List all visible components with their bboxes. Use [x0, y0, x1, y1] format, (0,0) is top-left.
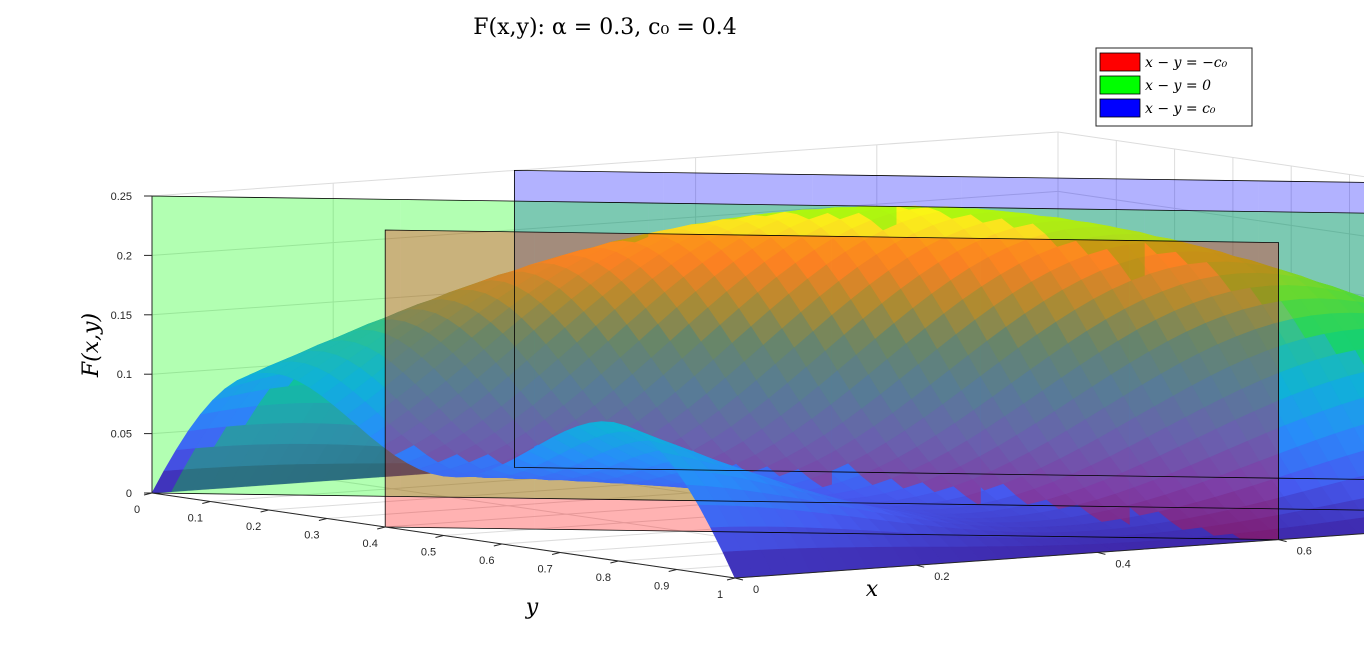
x-tick: [734, 577, 744, 581]
legend-swatch: [1099, 75, 1141, 95]
x-tick-label: 0: [753, 584, 759, 596]
axes-layer: 0 0.05 0.1 0.15 0.2 0.25 0 0.1 0.2 0.3 0.4 0.5 0.6 0.…: [111, 191, 1364, 601]
x-tick: [1278, 539, 1287, 543]
y-tick-label: 0.5: [421, 547, 436, 559]
y-tick: [143, 492, 153, 496]
plane-outline: [384, 229, 1279, 541]
y-tick: [318, 518, 328, 521]
chart-title: F(x,y): α = 0.3, c₀ = 0.4: [473, 15, 736, 40]
legend-swatch: [1099, 52, 1141, 72]
z-tick-label: 0.15: [111, 310, 132, 322]
y-tick-label: 0.4: [363, 538, 378, 550]
legend-entry-label: x − y = c₀: [1145, 101, 1216, 117]
x-tick: [1097, 551, 1106, 555]
y-tick: [726, 577, 736, 581]
x-tick: [916, 564, 925, 568]
plane-patch: [980, 238, 1130, 538]
x-axis-line: [734, 533, 1364, 579]
y-tick: [260, 509, 269, 513]
z-tick-label: 0.2: [117, 250, 132, 262]
z-tick-label: 0.25: [111, 191, 132, 203]
y-tick-label: 0.9: [654, 581, 669, 593]
z-tick-label: 0.05: [111, 429, 132, 441]
y-tick: [202, 501, 211, 504]
legend: x − y = −c₀ x − y = 0 x − y = c₀: [1095, 47, 1253, 127]
plane-patch: [385, 230, 535, 530]
y-tick-label: 0.7: [537, 564, 552, 576]
y-tick: [551, 552, 561, 555]
y-tick-label: 0: [134, 504, 140, 516]
y-tick-label: 0.8: [596, 572, 611, 584]
y-tick: [377, 526, 386, 530]
legend-swatch: [1099, 98, 1141, 118]
y-tick-label: 0.1: [188, 513, 203, 525]
y-tick-label: 0.2: [246, 521, 261, 533]
plane-patch: [1129, 240, 1279, 540]
x-axis-label: x: [866, 577, 879, 602]
grid-line: [151, 131, 1059, 197]
y-tick-label: 1: [717, 589, 723, 601]
plane-patch: [534, 232, 683, 532]
y-tick-label: 0.3: [304, 530, 319, 542]
y-axis-label: y: [525, 595, 539, 620]
x-tick-label: 0.6: [1297, 546, 1312, 558]
x-tick-label: 0.4: [1115, 558, 1130, 570]
plane-patch: [683, 234, 832, 534]
y-tick: [435, 535, 444, 538]
y-tick: [493, 543, 502, 547]
y-tick: [610, 560, 619, 564]
legend-entry-label: x − y = −c₀: [1145, 55, 1228, 71]
y-tick-label: 0.6: [479, 555, 494, 567]
grid-line: [151, 190, 1059, 256]
scene-layer: [151, 169, 1364, 579]
y-tick: [668, 569, 677, 572]
legend-entry-label: x − y = 0: [1145, 78, 1211, 94]
plane-patch: [831, 236, 981, 536]
z-tick-label: 0.1: [117, 369, 132, 381]
plane-outline: [514, 169, 1364, 480]
z-tick-label: 0: [126, 488, 132, 500]
x-tick-label: 0.2: [934, 571, 949, 583]
z-axis-label: F(x,y): [79, 313, 104, 378]
